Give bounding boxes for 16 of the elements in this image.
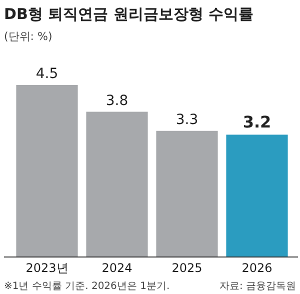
x-tick-label: 2023년 [26,261,68,275]
text: ※1년 수익률 기준. 2026년은 1분기. [4,281,170,292]
text: 자료: 금융감독원 [219,281,296,292]
data-label: 3.2 [242,112,272,132]
chart-title: DB형 퇴직연금 원리금보장형 수익률 [4,5,254,23]
x-tick-label: 2025 [172,261,202,275]
data-label: 4.5 [36,66,58,82]
data-label: 3.8 [106,92,128,109]
x-tick-label: 2024 [102,261,132,275]
x-tick-label: 2026 [242,261,272,275]
chart-subtitle: (단위: %) [4,30,52,43]
bar [86,112,148,257]
bar [16,85,78,257]
bar [156,130,218,257]
data-label: 3.3 [176,112,198,128]
bar [226,134,288,257]
